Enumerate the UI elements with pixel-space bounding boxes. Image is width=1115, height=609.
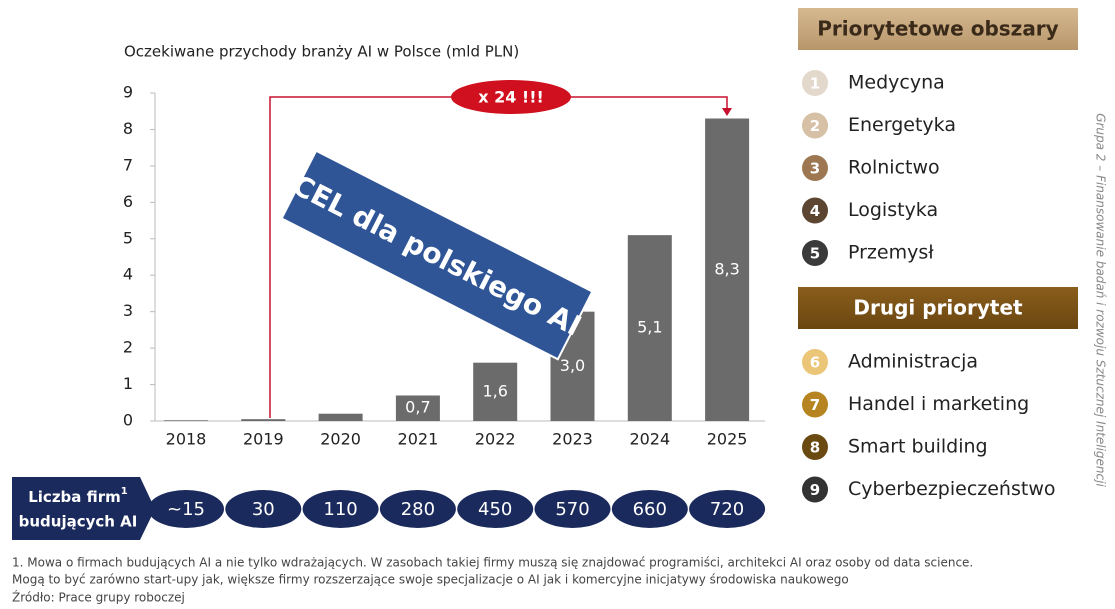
bar — [395, 395, 440, 421]
firm-count: 720 — [710, 499, 744, 520]
item-number: 1 — [810, 75, 820, 93]
y-tick-label: 8 — [123, 119, 133, 138]
item-number-badge — [802, 70, 828, 96]
y-tick-label: 4 — [123, 265, 133, 284]
growth-text: x 24 !!! — [478, 88, 544, 107]
footnote: Mogą to być zarówno start-upy jak, więks… — [12, 573, 849, 587]
item-label: Administracja — [848, 351, 978, 373]
x-tick-label: 2024 — [629, 430, 670, 449]
firms-label-line: budujących AI — [19, 513, 138, 531]
item-label: Cyberbezpieczeństwo — [848, 478, 1056, 500]
item-label: Logistyka — [848, 199, 938, 221]
item-number-badge — [802, 155, 828, 181]
x-tick-label: 2018 — [166, 430, 207, 449]
firm-count: 450 — [478, 499, 512, 520]
value-label: 0,7 — [405, 398, 430, 417]
y-tick-label: 6 — [123, 192, 133, 211]
bar — [627, 235, 672, 421]
x-tick-label: 2022 — [475, 430, 516, 449]
bar — [318, 413, 363, 421]
firm-badge — [148, 490, 224, 528]
item-number-badge — [802, 391, 828, 418]
item-label: Rolnictwo — [848, 157, 940, 179]
side-text: Grupa 2 – Finansowanie badań i rozwoju S… — [1094, 113, 1108, 487]
firm-badge — [534, 490, 611, 528]
item-number: 6 — [810, 354, 820, 372]
item-label: Energetyka — [848, 114, 956, 136]
firm-count: 660 — [633, 499, 667, 520]
item-number: 2 — [810, 117, 820, 135]
x-tick-label: 2019 — [243, 430, 284, 449]
firm-badge — [689, 490, 766, 528]
item-number: 3 — [810, 160, 820, 178]
firm-count: 280 — [401, 499, 435, 520]
firm-count: 570 — [555, 499, 589, 520]
firm-badge — [302, 490, 379, 528]
bar — [705, 118, 750, 421]
firm-count: 30 — [252, 499, 275, 520]
banner-text: CEL dla polskiego AI — [287, 168, 587, 342]
priorities: Priorytetowe obszary 1 Medycyna 2 Energetyka… — [798, 8, 1078, 503]
item-number-badge — [802, 434, 828, 460]
y-tick-label: 0 — [123, 411, 133, 430]
item-number: 8 — [810, 439, 820, 457]
goal-banner: CEL dla polskiego AI — [280, 149, 594, 361]
bar — [473, 362, 518, 421]
firm-count: ~15 — [167, 499, 205, 520]
arrow-head — [722, 108, 732, 116]
plot: 0 1 2 3 4 5 6 7 8 9 2018 2019 2020 2021 0,7 2022 1,6 2023… — [123, 83, 750, 449]
y-tick-label: 3 — [123, 301, 133, 320]
footnote: 1. Mowa o firmach budujących AI a nie ty… — [12, 556, 973, 570]
y-tick-label: 9 — [123, 83, 133, 102]
section-title: Drugi priorytet — [853, 296, 1023, 320]
x-tick-label: 2020 — [320, 430, 361, 449]
bar — [241, 419, 286, 421]
section-header — [798, 8, 1078, 50]
growth-badge — [451, 80, 571, 114]
item-label: Smart building — [848, 436, 988, 458]
bar — [164, 420, 208, 421]
item-number-badge — [802, 112, 828, 139]
y-tick-label: 7 — [123, 155, 133, 174]
firms-label-box — [12, 477, 155, 540]
item-number: 5 — [810, 245, 820, 263]
y-tick-label: 5 — [123, 228, 133, 247]
item-number-badge — [802, 197, 828, 224]
value-label: 5,1 — [637, 318, 662, 337]
chart-title: Oczekiwane przychody branży AI w Polsce … — [124, 43, 519, 61]
value-label: 1,6 — [482, 381, 507, 400]
firms-label-line: Liczba firm — [28, 488, 121, 506]
item-number: 4 — [810, 202, 820, 220]
item-label: Handel i marketing — [848, 393, 1029, 415]
firms-sup: 1 — [121, 486, 128, 497]
value-label: 8,3 — [714, 259, 739, 278]
item-number-badge — [802, 349, 828, 375]
firm-badge — [225, 490, 302, 528]
y-tick-label: 2 — [123, 338, 133, 357]
value-label: 3,0 — [560, 356, 585, 375]
section-title: Priorytetowe obszary — [817, 17, 1058, 41]
firms-label: Liczba firm1 — [28, 486, 128, 506]
banner-box — [280, 149, 594, 361]
item-label: Przemysł — [848, 242, 934, 264]
item-number-badge — [802, 476, 828, 503]
item-number: 9 — [810, 481, 820, 499]
source: Źródło: Prace grupy roboczej — [12, 590, 185, 605]
section-header — [798, 287, 1078, 329]
x-tick-label: 2025 — [707, 430, 748, 449]
item-number: 7 — [810, 396, 820, 414]
firm-badge — [379, 490, 456, 528]
item-label: Medycyna — [848, 72, 945, 94]
y-tick-label: 1 — [123, 374, 133, 393]
item-number-badge — [802, 240, 828, 266]
x-tick-label: 2021 — [398, 430, 439, 449]
firm-badge — [611, 490, 688, 528]
x-tick-label: 2023 — [552, 430, 593, 449]
firm-count: 110 — [323, 499, 357, 520]
firm-badge — [457, 490, 534, 528]
